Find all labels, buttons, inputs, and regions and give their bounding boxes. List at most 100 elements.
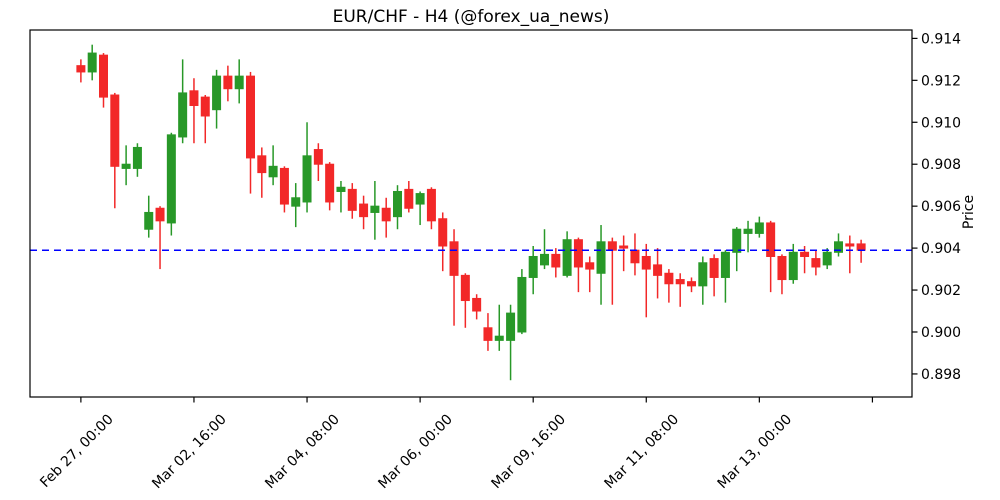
candle-down bbox=[110, 92, 120, 209]
candle-down bbox=[246, 71, 255, 194]
candle-body bbox=[517, 276, 527, 333]
candle-body bbox=[291, 197, 301, 207]
candle-up bbox=[754, 216, 764, 238]
candle-body bbox=[302, 155, 312, 203]
y-axis-label: Price bbox=[961, 194, 977, 230]
candle-body bbox=[460, 274, 470, 302]
candle-down bbox=[257, 147, 267, 198]
y-tick-label: 0.910 bbox=[921, 115, 961, 131]
candle-body bbox=[472, 297, 482, 312]
candle-down bbox=[766, 220, 776, 293]
candle-body bbox=[630, 249, 640, 264]
candle-body bbox=[743, 228, 753, 234]
chart-title: EUR/CHF - H4 (@forex_ua_news) bbox=[332, 7, 610, 27]
candle-body bbox=[551, 253, 561, 268]
candle-up bbox=[234, 59, 244, 104]
candle-up bbox=[336, 180, 346, 213]
candle-up bbox=[302, 122, 312, 213]
candle-down bbox=[426, 187, 436, 230]
candle-down bbox=[99, 53, 108, 108]
candle-body bbox=[675, 279, 685, 285]
x-tick-label: Mar 02, 16:00 bbox=[149, 412, 230, 493]
candle-body bbox=[777, 255, 787, 281]
candle-down bbox=[675, 273, 685, 307]
candle-down bbox=[325, 162, 335, 211]
candle-down bbox=[313, 143, 323, 181]
candle-down bbox=[856, 239, 866, 263]
candle-up bbox=[144, 195, 154, 238]
candle-up bbox=[788, 243, 798, 284]
candle-up bbox=[506, 304, 516, 381]
candle-body bbox=[573, 239, 583, 268]
candle-down bbox=[155, 206, 165, 270]
y-tick-label: 0.914 bbox=[921, 31, 961, 47]
candle-body bbox=[754, 222, 764, 234]
candle-body bbox=[834, 241, 843, 253]
candle-body bbox=[607, 241, 617, 251]
candle-body bbox=[178, 92, 188, 138]
candle-down bbox=[223, 65, 233, 102]
candle-body bbox=[653, 264, 663, 276]
candle-body bbox=[732, 228, 742, 253]
candle-up bbox=[822, 248, 832, 270]
candle-body bbox=[212, 75, 222, 111]
y-tick-label: 0.900 bbox=[921, 325, 961, 341]
candle-body bbox=[279, 167, 289, 205]
candle-body bbox=[76, 65, 86, 73]
candle-body bbox=[664, 272, 674, 285]
candle-down bbox=[189, 78, 199, 144]
y-tick-label: 0.906 bbox=[921, 199, 961, 215]
candle-body bbox=[121, 163, 131, 169]
candle-body bbox=[856, 243, 866, 251]
x-tick-label: Mar 11, 08:00 bbox=[602, 412, 683, 493]
x-tick-label: Mar 04, 08:00 bbox=[262, 412, 343, 493]
candle-body bbox=[166, 134, 176, 224]
candle-down bbox=[709, 254, 719, 297]
candle-down bbox=[630, 233, 640, 276]
candle-up bbox=[517, 269, 527, 335]
y-tick-label: 0.908 bbox=[921, 157, 961, 173]
candle-up bbox=[698, 256, 708, 305]
candle-body bbox=[720, 251, 730, 278]
candle-body bbox=[132, 146, 142, 169]
candle-up bbox=[87, 44, 97, 81]
candle-down bbox=[607, 237, 617, 305]
candle-body bbox=[110, 94, 120, 167]
candle-body bbox=[438, 218, 448, 247]
candle-body bbox=[189, 90, 199, 106]
candle-down bbox=[664, 269, 674, 303]
candle-down bbox=[777, 254, 787, 295]
candle-body bbox=[845, 243, 855, 247]
candle-body bbox=[698, 262, 708, 287]
candle-body bbox=[528, 255, 538, 278]
candle-body bbox=[494, 335, 504, 341]
candle-body bbox=[562, 239, 572, 276]
candle-up bbox=[562, 231, 572, 278]
candle-up bbox=[415, 191, 425, 226]
candle-body bbox=[426, 188, 436, 222]
candle-down bbox=[381, 197, 391, 238]
candles-group bbox=[76, 44, 866, 381]
candle-body bbox=[687, 281, 696, 287]
candle-down bbox=[200, 95, 210, 144]
candle-body bbox=[811, 258, 821, 268]
candle-up bbox=[166, 132, 176, 236]
candle-down bbox=[687, 277, 696, 293]
candle-body bbox=[144, 211, 154, 230]
candle-down bbox=[641, 243, 651, 318]
candle-body bbox=[404, 188, 414, 209]
candle-body bbox=[325, 163, 335, 203]
candle-body bbox=[381, 207, 391, 222]
candle-body bbox=[483, 327, 493, 341]
candle-down bbox=[404, 180, 414, 213]
candle-body bbox=[99, 54, 108, 98]
candle-down bbox=[347, 183, 357, 219]
y-tick-label: 0.904 bbox=[921, 241, 961, 257]
candle-down bbox=[483, 313, 493, 351]
candle-down bbox=[460, 273, 470, 328]
candle-body bbox=[234, 75, 244, 90]
candle-body bbox=[596, 241, 606, 274]
x-tick-label: Mar 06, 00:00 bbox=[375, 412, 456, 493]
